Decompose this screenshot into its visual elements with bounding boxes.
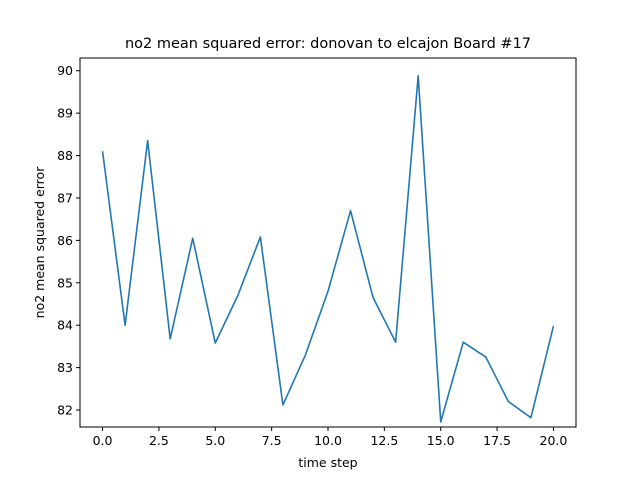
x-tick-label: 12.5: [370, 433, 398, 448]
y-tick-label: 87: [57, 190, 73, 205]
axes-frame: [79, 57, 577, 428]
y-tick-label: 89: [57, 106, 73, 121]
x-axis-ticks: 0.0 2.5 5.0 7.5 10.0 12.5 15.0 17.5 20.0: [93, 427, 568, 448]
y-tick-label: 84: [57, 318, 73, 333]
x-tick-label: 17.5: [483, 433, 511, 448]
y-tick-label: 82: [57, 403, 73, 418]
y-tick-label: 88: [57, 148, 73, 163]
y-tick-label: 90: [57, 63, 73, 78]
x-tick-label: 5.0: [205, 433, 225, 448]
x-tick-label: 2.5: [149, 433, 169, 448]
x-tick-label: 20.0: [540, 433, 568, 448]
x-tick-label: 10.0: [314, 433, 342, 448]
y-tick-label: 83: [57, 360, 73, 375]
x-tick-label: 15.0: [427, 433, 455, 448]
x-tick-label: 0.0: [93, 433, 113, 448]
y-tick-label: 85: [57, 275, 73, 290]
x-tick-label: 7.5: [262, 433, 282, 448]
x-axis-label: time step: [298, 455, 357, 470]
y-tick-label: 86: [57, 233, 73, 248]
plot-area: [101, 75, 555, 423]
y-axis-ticks: 82 83 84 85 86 87 88 89 90: [57, 63, 80, 418]
series-line-0: [101, 75, 555, 423]
y-axis-label: no2 mean squared error: [32, 166, 47, 319]
chart-title: no2 mean squared error: donovan to elcaj…: [125, 36, 531, 52]
